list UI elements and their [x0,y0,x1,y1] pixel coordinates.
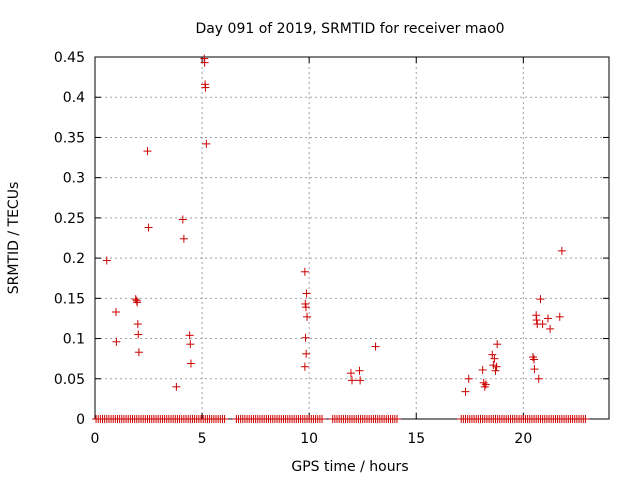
data-point [178,215,187,224]
y-tick-label: 0.45 [54,50,85,66]
data-point [185,331,194,340]
data-point [112,337,121,346]
x-tick-label: 5 [198,431,207,447]
data-point [478,365,487,374]
data-point [479,378,488,387]
axis-ticks [94,56,609,420]
data-point [489,361,498,370]
data-point [555,312,564,321]
y-tick-label: 0.1 [63,332,85,348]
data-point [543,314,552,323]
data-point [300,362,309,371]
data-point [355,366,364,375]
data-point [201,83,210,92]
y-axis-label: SRMTID / TECUs [6,182,22,295]
x-tick-label: 10 [300,431,318,447]
data-points [92,54,590,423]
data-point [461,387,470,396]
x-tick-label: 15 [407,431,425,447]
data-point [530,365,539,374]
zero-point [581,415,590,423]
data-point [557,246,566,255]
y-tick-label: 0 [76,412,85,428]
data-point [200,58,209,67]
data-point [532,316,541,325]
data-point [302,349,311,358]
data-point [302,289,311,298]
data-point [490,354,499,363]
y-tick-label: 0.35 [54,130,85,146]
y-tick-label: 0.15 [54,291,85,307]
data-point [172,382,181,391]
y-tick-label: 0.4 [63,90,85,106]
grid-lines [95,57,609,419]
y-tick-label: 0.25 [54,211,85,227]
tick-labels: 0 0.05 0.1 0.15 0.2 0.25 0.3 0.35 0.4 0.45 0 5 10 15 2… [54,50,532,447]
zero-point [318,415,327,423]
data-point [538,320,547,329]
data-point [546,324,555,333]
zero-point [392,415,401,423]
data-point [493,340,502,349]
data-point [134,330,143,339]
data-point [143,147,152,156]
y-tick-label: 0.2 [63,251,85,267]
data-point [186,359,195,368]
data-point [179,234,188,243]
data-point [346,369,355,378]
data-point [348,376,356,385]
data-point [133,320,142,329]
data-point [481,380,490,389]
data-point [111,308,120,317]
data-point [488,350,497,359]
data-point [301,303,310,312]
data-point [301,299,310,308]
y-tick-label: 0.3 [63,171,85,187]
data-point [202,139,211,148]
data-point [530,355,539,364]
data-point [491,366,500,375]
zero-point [220,415,229,423]
data-point [371,342,380,351]
x-axis-label: GPS time / hours [291,459,408,475]
data-point [144,223,153,232]
data-point [300,267,309,276]
data-point [301,333,310,342]
data-point [102,256,111,265]
data-point [356,376,365,385]
data-point [492,362,501,371]
data-point [186,340,195,349]
chart-title: Day 091 of 2019, SRMTID for receiver mao… [195,21,504,37]
data-point [534,374,543,383]
x-tick-label: 20 [514,431,532,447]
y-tick-label: 0.05 [54,372,85,388]
data-point [464,374,473,383]
plot-frame [94,56,610,420]
data-point [134,348,143,357]
data-point [303,312,312,321]
data-point [536,295,545,304]
data-point [131,295,140,304]
data-point [133,298,142,307]
x-tick-label: 0 [91,431,100,447]
